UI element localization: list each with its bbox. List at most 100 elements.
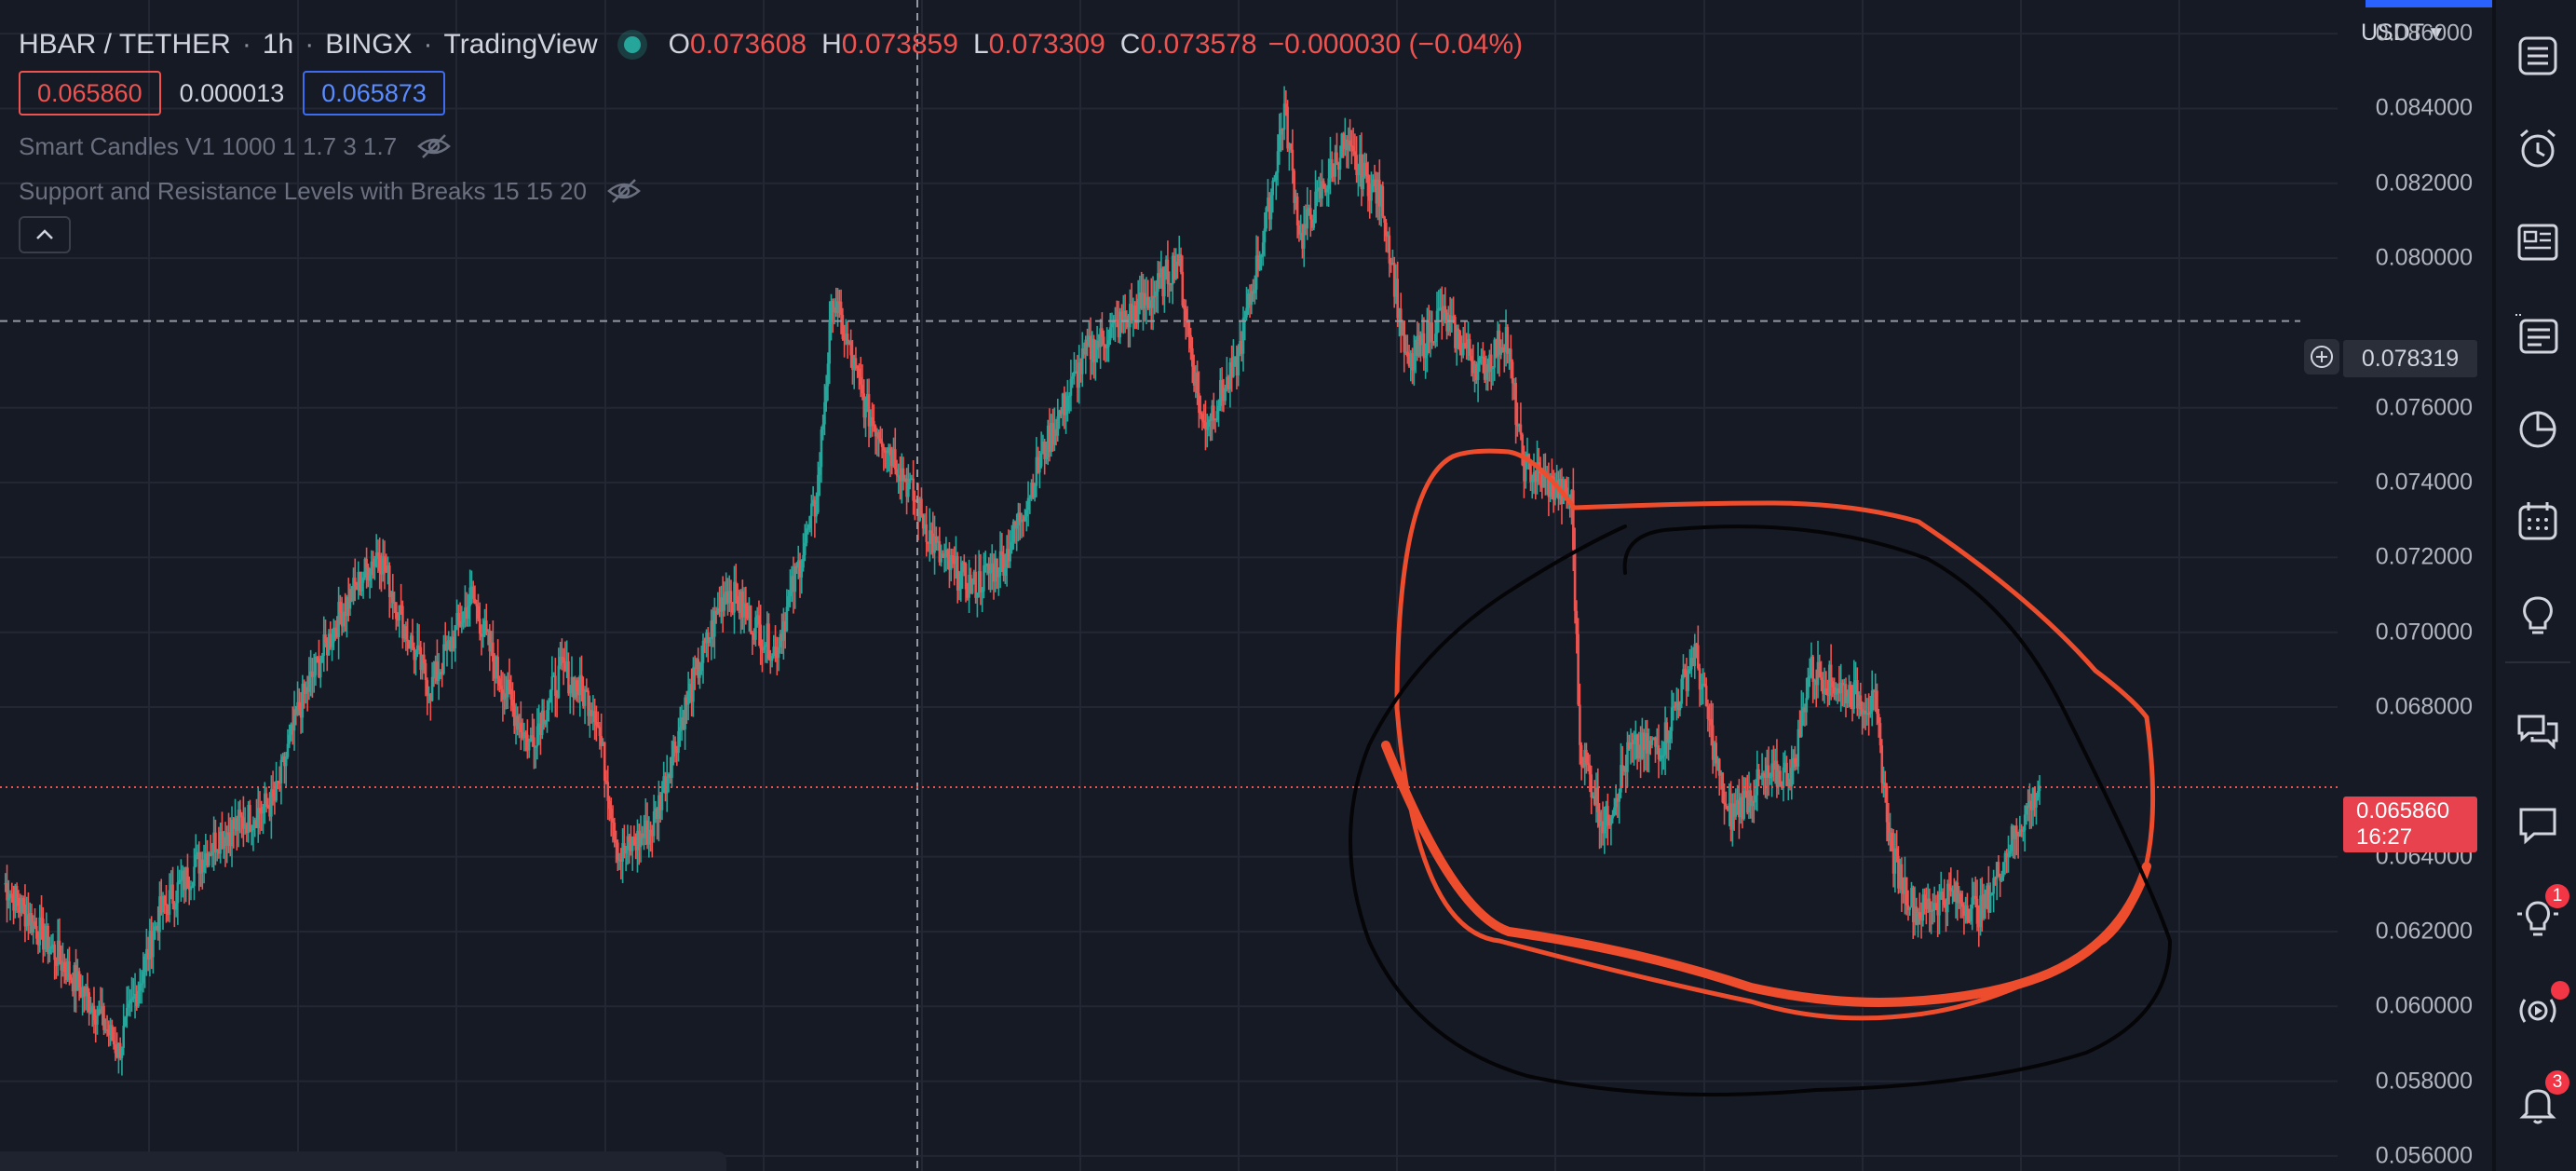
candle-body bbox=[1269, 195, 1273, 220]
candle-body bbox=[1841, 682, 1844, 686]
candle-body bbox=[1149, 300, 1153, 308]
candle-body bbox=[1460, 350, 1463, 356]
candle-body bbox=[1959, 892, 1962, 904]
candle-body bbox=[1844, 684, 1848, 703]
candle-body bbox=[839, 301, 843, 315]
add-alert-icon[interactable] bbox=[2304, 339, 2339, 374]
candle-body bbox=[811, 499, 815, 504]
candle-body bbox=[411, 635, 414, 648]
idea-stream-button[interactable]: 1 bbox=[2510, 884, 2569, 946]
candle-body bbox=[346, 597, 348, 617]
candle-body bbox=[378, 555, 382, 571]
candle-body bbox=[830, 301, 833, 323]
candle-body bbox=[1749, 790, 1753, 807]
candle-body bbox=[1396, 279, 1400, 319]
candle-body bbox=[1316, 189, 1319, 192]
candle-body bbox=[1260, 254, 1263, 258]
sell-price-button[interactable]: 0.065860 bbox=[19, 71, 161, 116]
candle-body bbox=[1097, 340, 1101, 347]
candle-body bbox=[163, 895, 167, 904]
candle-body bbox=[171, 884, 174, 905]
candle-body bbox=[1609, 818, 1613, 825]
hotlists-button[interactable] bbox=[2510, 401, 2566, 456]
symbol-name[interactable]: HBAR / TETHER bbox=[19, 29, 231, 60]
candle-body bbox=[1620, 765, 1624, 771]
candle-body bbox=[695, 659, 698, 669]
currency-selector[interactable]: USDT ▾ bbox=[2361, 20, 2443, 46]
candle-body bbox=[408, 641, 411, 649]
candle-body bbox=[1601, 821, 1605, 834]
candle-body bbox=[1194, 372, 1198, 386]
alerts-button[interactable] bbox=[2510, 121, 2566, 177]
candle-body bbox=[1278, 134, 1281, 152]
calendar-button[interactable] bbox=[2510, 494, 2566, 550]
candle-body bbox=[1024, 516, 1026, 521]
candle-body bbox=[555, 695, 559, 698]
candle-body bbox=[1196, 372, 1199, 393]
interval-label[interactable]: 1h bbox=[262, 29, 294, 60]
candle-body bbox=[1056, 415, 1060, 436]
news-button[interactable] bbox=[2510, 214, 2566, 270]
candle-body bbox=[651, 831, 654, 837]
streams-button[interactable] bbox=[2510, 981, 2569, 1039]
candle-body bbox=[1153, 295, 1157, 298]
candle-body bbox=[734, 581, 738, 596]
candle-body bbox=[1219, 380, 1222, 406]
chart-area[interactable]: HBAR / TETHER · 1h · BINGX · TradingView… bbox=[0, 0, 2338, 1171]
candle-body bbox=[2027, 805, 2029, 809]
candle-body bbox=[1994, 878, 1997, 879]
candle-body bbox=[938, 540, 942, 563]
candle-body bbox=[1267, 197, 1269, 208]
eye-off-icon[interactable] bbox=[415, 131, 453, 161]
indicator-support-resistance[interactable]: Support and Resistance Levels with Break… bbox=[19, 172, 643, 210]
candle-body bbox=[2028, 800, 2031, 809]
candle-body bbox=[953, 562, 956, 565]
indicator-label: Support and Resistance Levels with Break… bbox=[19, 176, 587, 205]
candle-body bbox=[1373, 179, 1376, 186]
candle-body bbox=[901, 468, 903, 482]
price-chart[interactable] bbox=[0, 0, 2338, 1171]
candle-body bbox=[1634, 734, 1637, 741]
candle-body bbox=[2033, 787, 2037, 808]
candle-body bbox=[1046, 425, 1050, 457]
messages-button[interactable] bbox=[2510, 797, 2566, 852]
candle-body bbox=[391, 592, 395, 604]
candle-body bbox=[1824, 688, 1828, 695]
ideas-button[interactable] bbox=[2510, 587, 2566, 643]
candle-body bbox=[729, 591, 733, 603]
last-price-value: 0.065860 bbox=[2356, 798, 2450, 824]
news-icon bbox=[2517, 224, 2558, 261]
time-scale-scrollbar[interactable] bbox=[0, 1151, 726, 1171]
watchlist-button[interactable] bbox=[2510, 28, 2566, 84]
candle-body bbox=[120, 1047, 124, 1058]
candle-body bbox=[1119, 311, 1122, 338]
candle-body bbox=[841, 314, 845, 339]
candle-body bbox=[1015, 525, 1019, 529]
bar-countdown: 16:27 bbox=[2356, 824, 2413, 850]
candle-body bbox=[1917, 912, 1919, 925]
candle-body bbox=[589, 710, 591, 716]
eye-off-icon[interactable] bbox=[605, 176, 643, 206]
data-window-button[interactable] bbox=[2510, 307, 2566, 363]
candle-body bbox=[1390, 263, 1392, 266]
candle-body bbox=[468, 587, 471, 606]
chats-button[interactable] bbox=[2510, 703, 2566, 759]
candle-body bbox=[71, 979, 75, 992]
candle-body bbox=[1906, 905, 1910, 910]
candle-body bbox=[1717, 758, 1721, 776]
candle-body bbox=[102, 1005, 105, 1030]
candle-body bbox=[1105, 347, 1108, 348]
candle-body bbox=[45, 925, 48, 942]
notifications-button[interactable]: 3 bbox=[2510, 1070, 2569, 1132]
candle-body bbox=[1808, 675, 1811, 677]
candle-body bbox=[1063, 393, 1066, 415]
indicator-smart-candles[interactable]: Smart Candles V1 1000 1 1.7 3 1.7 bbox=[19, 128, 453, 165]
candle-body bbox=[1295, 196, 1297, 203]
collapse-legend-button[interactable] bbox=[19, 216, 71, 253]
candle-body bbox=[1811, 656, 1815, 682]
candle-body bbox=[865, 393, 869, 399]
candle-body bbox=[1676, 701, 1680, 711]
candle-body bbox=[458, 620, 462, 627]
buy-price-button[interactable]: 0.065873 bbox=[303, 71, 445, 116]
candle-body bbox=[685, 697, 688, 705]
